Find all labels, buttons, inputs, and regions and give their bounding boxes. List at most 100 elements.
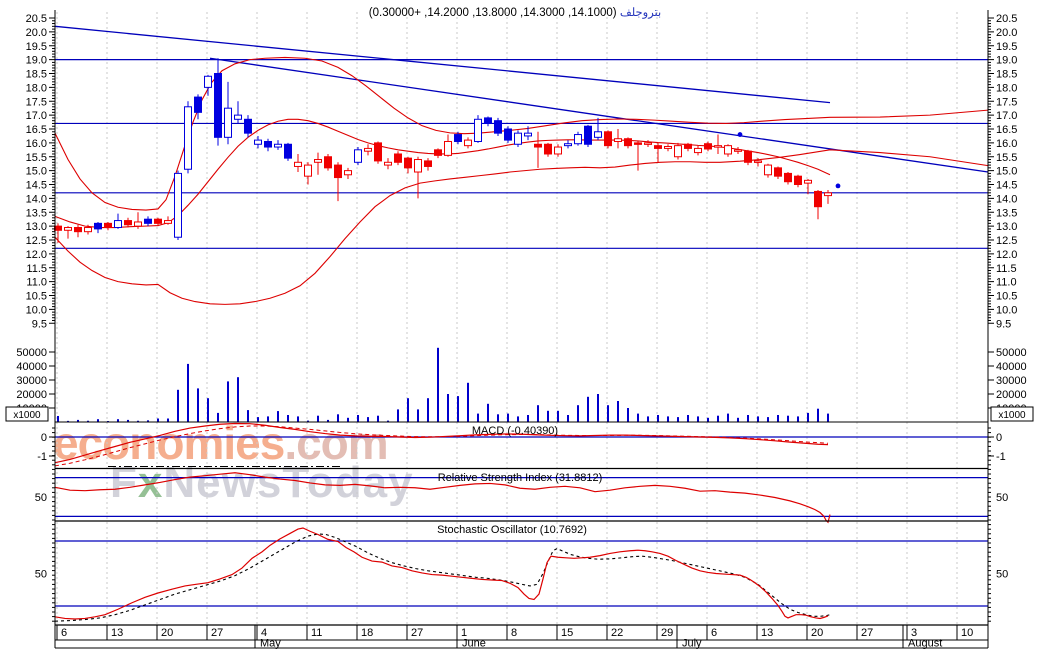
svg-text:14.0: 14.0 [26,193,47,205]
svg-text:0: 0 [996,432,1002,444]
svg-text:10.5: 10.5 [996,291,1017,303]
svg-text:15.0: 15.0 [26,166,47,178]
svg-text:10.5: 10.5 [26,291,47,303]
svg-text:29: 29 [661,627,673,639]
svg-text:1: 1 [461,627,467,639]
svg-text:30000: 30000 [996,375,1027,387]
weekly-gridlines [56,12,958,625]
svg-text:13.5: 13.5 [26,207,47,219]
svg-text:August: August [908,638,942,650]
svg-text:18.5: 18.5 [996,69,1017,81]
svg-text:14.5: 14.5 [996,180,1017,192]
candlesticks [54,58,832,243]
svg-text:13: 13 [761,627,773,639]
svg-text:June: June [462,638,486,650]
svg-text:15.0: 15.0 [996,166,1017,178]
macd-panel [54,422,988,470]
svg-text:3: 3 [911,627,917,639]
svg-text:20: 20 [811,627,823,639]
svg-text:18.0: 18.0 [996,82,1017,94]
svg-text:16.5: 16.5 [26,124,47,136]
svg-text:10.0: 10.0 [26,304,47,316]
svg-text:0: 0 [41,432,47,444]
svg-text:50: 50 [996,569,1008,581]
svg-text:x1000: x1000 [998,410,1026,421]
svg-text:13.0: 13.0 [996,221,1017,233]
svg-text:12.5: 12.5 [996,235,1017,247]
svg-text:10: 10 [961,627,973,639]
svg-text:11.5: 11.5 [996,263,1017,275]
svg-text:18: 18 [361,627,373,639]
svg-text:14.0: 14.0 [996,193,1017,205]
svg-text:13.0: 13.0 [26,221,47,233]
svg-text:27: 27 [861,627,873,639]
svg-text:11: 11 [311,627,322,639]
svg-text:17.0: 17.0 [26,110,47,122]
svg-text:18.0: 18.0 [26,82,47,94]
svg-text:Stochastic Oscillator (10.7692: Stochastic Oscillator (10.7692) [437,524,587,536]
svg-text:20.0: 20.0 [26,27,47,39]
svg-text:15.5: 15.5 [26,152,47,164]
svg-text:15: 15 [561,627,573,639]
svg-text:15.5: 15.5 [996,152,1017,164]
svg-text:16.5: 16.5 [996,124,1017,136]
svg-text:20000: 20000 [996,389,1027,401]
svg-text:20000: 20000 [16,389,47,401]
svg-text:8: 8 [511,627,517,639]
volume-bars [55,347,988,423]
svg-text:27: 27 [211,627,223,639]
rsi-panel [54,472,988,524]
svg-text:19.0: 19.0 [996,55,1017,67]
svg-text:x1000: x1000 [13,410,41,421]
svg-text:6: 6 [711,627,717,639]
svg-text:17.0: 17.0 [996,110,1017,122]
svg-text:20.5: 20.5 [26,13,47,25]
svg-text:40000: 40000 [16,361,47,373]
svg-text:4: 4 [261,627,267,639]
svg-text:Relative Strength Index (31.88: Relative Strength Index (31.8812) [438,472,603,484]
svg-text:17.5: 17.5 [996,96,1017,108]
svg-text:9.5: 9.5 [996,318,1011,330]
axes: 9.5 9.510.0 10.010.5 10.511.0 11.011.5 11.512… [5,10,1034,648]
svg-text:12.0: 12.0 [996,249,1017,261]
svg-text:17.5: 17.5 [26,96,47,108]
svg-text:16.0: 16.0 [996,138,1017,150]
svg-text:11.5: 11.5 [26,263,47,275]
svg-text:-1: -1 [996,451,1006,463]
svg-text:50: 50 [35,492,47,504]
svg-text:بتروجلف (14.1000, 14.3000, 13.: بتروجلف (14.1000, 14.3000, 13.8000, 14.2… [369,6,661,19]
sar-dots [737,132,841,189]
stochastic-panel [54,527,988,626]
svg-text:27: 27 [411,627,423,639]
svg-text:19.5: 19.5 [26,41,47,53]
trendlines [54,25,989,173]
svg-text:10.0: 10.0 [996,304,1017,316]
svg-text:May: May [260,638,281,650]
price-levels [55,59,988,249]
svg-text:50: 50 [35,569,47,581]
svg-text:18.5: 18.5 [26,69,47,81]
svg-text:50000: 50000 [16,347,47,359]
svg-text:-1: -1 [37,451,47,463]
svg-text:19.0: 19.0 [26,55,47,67]
svg-text:20.0: 20.0 [996,27,1017,39]
titles: بتروجلف (14.1000, 14.3000, 13.8000, 14.2… [369,6,661,536]
svg-text:11.0: 11.0 [26,277,47,289]
svg-text:11.0: 11.0 [996,277,1017,289]
svg-text:20: 20 [161,627,173,639]
svg-text:20.5: 20.5 [996,13,1017,25]
bollinger-bands [54,56,989,305]
svg-text:12.0: 12.0 [26,249,47,261]
svg-text:14.5: 14.5 [26,180,47,192]
svg-text:30000: 30000 [16,375,47,387]
svg-text:13.5: 13.5 [996,207,1017,219]
svg-text:16.0: 16.0 [26,138,47,150]
svg-text:22: 22 [611,627,623,639]
svg-text:6: 6 [61,627,67,639]
svg-text:9.5: 9.5 [32,318,47,330]
svg-text:12.5: 12.5 [26,235,47,247]
svg-text:50000: 50000 [996,347,1027,359]
